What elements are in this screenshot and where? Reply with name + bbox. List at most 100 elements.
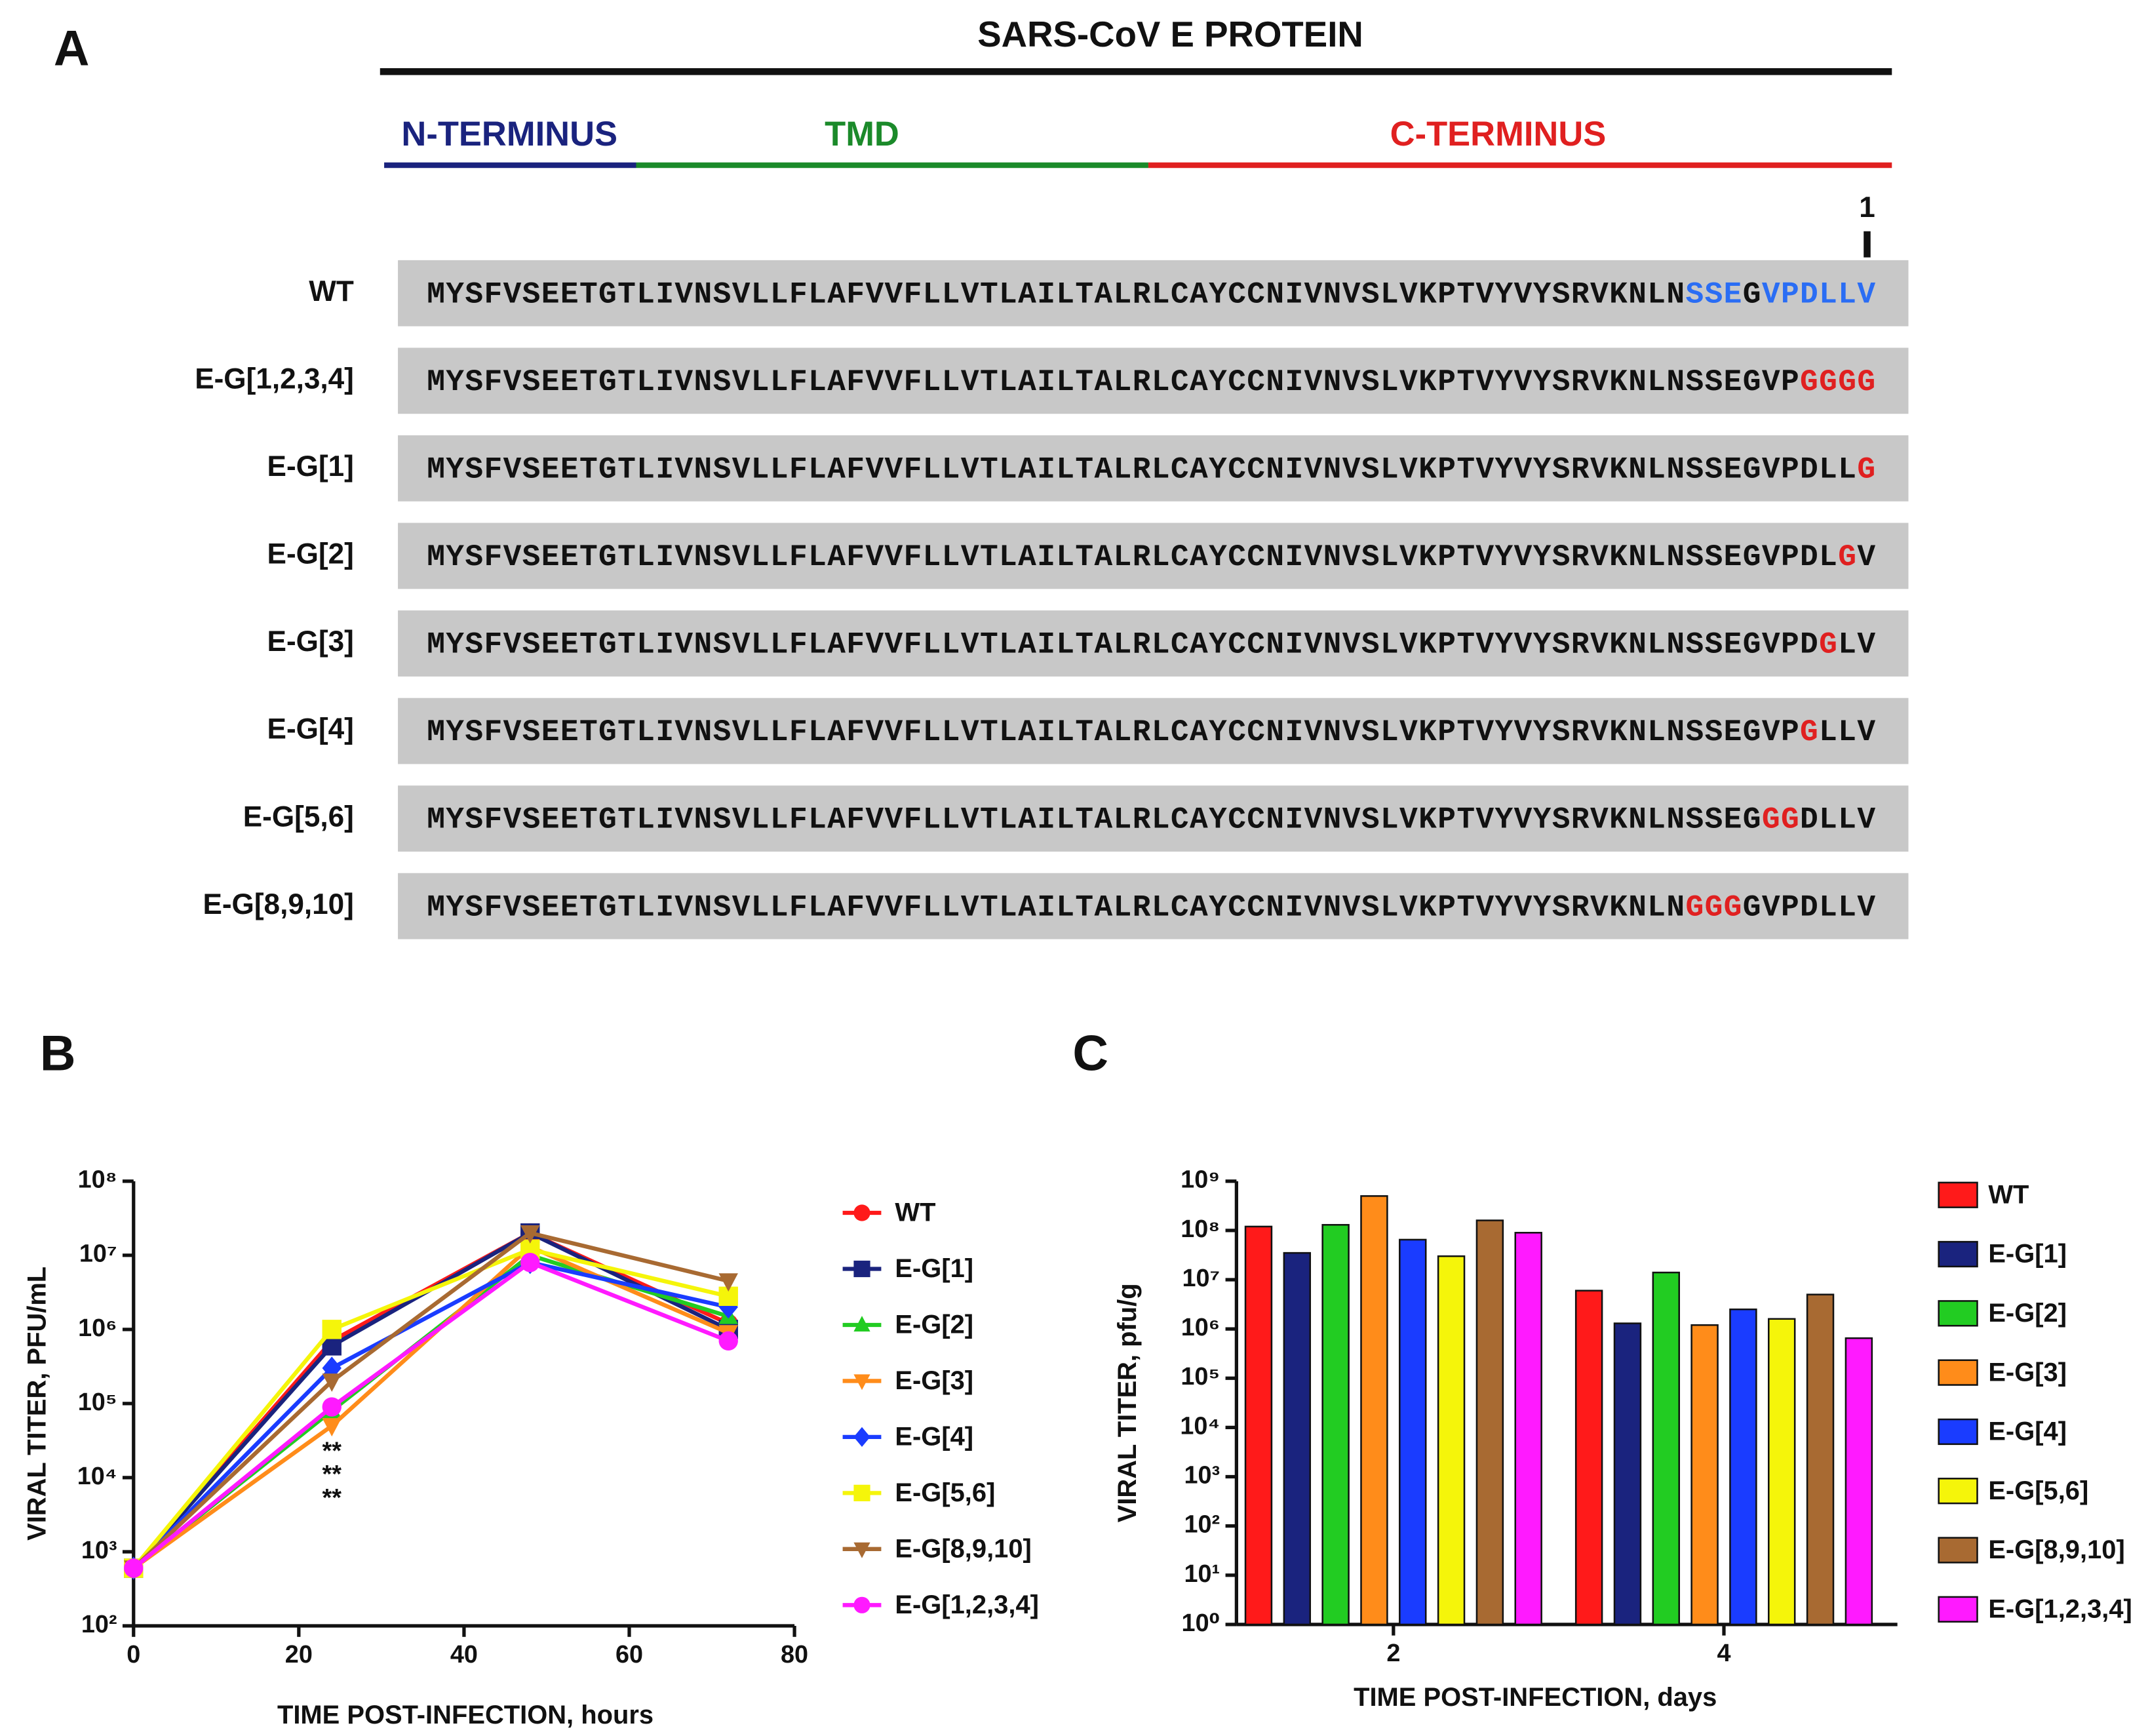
sequence-segment: SSE: [1685, 278, 1742, 312]
legend-label: E-G[1,2,3,4]: [1988, 1594, 2132, 1623]
legend-swatch: [1938, 1537, 1978, 1564]
y-tick-label: 10⁷: [1182, 1265, 1220, 1292]
panel-label: B: [40, 1027, 76, 1082]
sequence-segment: GG: [1762, 803, 1799, 837]
legend-label: E-G[3]: [895, 1366, 973, 1395]
panel-label: C: [1072, 1027, 1108, 1082]
legend-label: E-G[4]: [895, 1423, 973, 1451]
legend-swatch: [1938, 1418, 1978, 1446]
sequence-segment: GGGG: [1800, 365, 1875, 399]
panel-title: SARS-CoV E PROTEIN: [977, 14, 1363, 54]
domain-label: N-TERMINUS: [401, 115, 617, 153]
legend-swatch: [1938, 1596, 1978, 1623]
series-line: [132, 1244, 730, 1570]
y-tick-label: 10⁸: [1181, 1215, 1220, 1243]
x-tick-label: 0: [127, 1641, 140, 1668]
sequence: MYSFVSEETGTLIVNSVLLFLAFVVFLLVTLAILTALRLC…: [427, 803, 1875, 837]
marker: [853, 1374, 870, 1391]
bar: [1574, 1290, 1603, 1626]
marker: [322, 1373, 342, 1392]
x-tick-label: 60: [615, 1641, 643, 1668]
bar: [1652, 1271, 1680, 1626]
y-tick-label: 10⁷: [79, 1240, 117, 1268]
legend-swatch: [1938, 1300, 1978, 1327]
sequence-box: [398, 873, 1909, 939]
legend-swatch: [1938, 1181, 1978, 1208]
row-label: E-G[8,9,10]: [203, 888, 353, 920]
sequence-segment: G: [1800, 715, 1818, 749]
legend-swatch: [1938, 1240, 1978, 1268]
marker: [520, 1225, 540, 1244]
marker: [853, 1484, 870, 1501]
sequence-segment: DLLV: [1800, 803, 1875, 837]
marker: [322, 1418, 342, 1437]
series-line: [132, 1260, 729, 1570]
annotation: **: [322, 1484, 342, 1512]
marker: [853, 1316, 870, 1332]
sequence-segment: MYSFVSEETGTLIVNSVLLFLAFVVFLLVTLAILTALRLC…: [427, 890, 1685, 924]
legend-label: E-G[3]: [1988, 1358, 2067, 1387]
domain-label: C-TERMINUS: [1390, 115, 1607, 153]
marker: [718, 1273, 738, 1292]
series-line: [132, 1231, 729, 1570]
annotation: **: [322, 1437, 342, 1465]
bar: [1283, 1252, 1312, 1626]
legend-label: E-G[4]: [1988, 1417, 2067, 1446]
marker: [520, 1253, 540, 1272]
y-tick-label: 10⁴: [77, 1463, 117, 1490]
bar: [1845, 1337, 1873, 1626]
legend-label: E-G[5,6]: [895, 1478, 995, 1507]
marker: [853, 1596, 870, 1613]
x-tick-label: 40: [450, 1641, 478, 1668]
series-line: [132, 1260, 730, 1570]
row-label: E-G[4]: [267, 713, 354, 745]
legend-label: E-G[2]: [1988, 1299, 2067, 1328]
bar: [1321, 1224, 1350, 1626]
sequence: MYSFVSEETGTLIVNSVLLFLAFVVFLLVTLAILTALRLC…: [427, 453, 1875, 487]
sequence-box: [398, 610, 1909, 677]
y-tick-label: 10⁶: [78, 1314, 117, 1342]
sequence-segment: GVPDLLV: [1743, 890, 1876, 924]
y-tick-label: 10⁹: [1181, 1166, 1220, 1194]
y-tick-label: 10²: [81, 1611, 117, 1638]
legend-label: E-G[1]: [1988, 1240, 2067, 1269]
legend-label: E-G[1]: [895, 1254, 973, 1283]
row-label: E-G[2]: [267, 538, 354, 570]
sequence-box: [398, 435, 1909, 502]
marker: [853, 1204, 870, 1221]
annotation: **: [322, 1461, 342, 1488]
y-tick-label: 10³: [81, 1537, 117, 1564]
series-line: [132, 1247, 729, 1570]
sequence-box: [398, 785, 1909, 852]
sequence-box: [398, 347, 1909, 414]
sequence-segment: MYSFVSEETGTLIVNSVLLFLAFVVFLLVTLAILTALRLC…: [427, 628, 1818, 662]
legend-label: WT: [1988, 1180, 2029, 1209]
row-label: WT: [309, 275, 354, 307]
marker: [718, 1331, 738, 1351]
sequence: MYSFVSEETGTLIVNSVLLFLAFVVFLLVTLAILTALRLC…: [427, 540, 1875, 574]
bar: [1613, 1322, 1642, 1626]
bar: [1806, 1293, 1835, 1626]
sequence-segment: LV: [1838, 628, 1875, 662]
x-tick-label: 2: [1386, 1640, 1400, 1667]
sequence-segment: G: [1819, 628, 1837, 662]
sequence-segment: LLV: [1819, 715, 1875, 749]
sequence-box: [398, 260, 1909, 326]
sequence: MYSFVSEETGTLIVNSVLLFLAFVVFLLVTLAILTALRLC…: [427, 278, 1875, 312]
x-axis-label: TIME POST-INFECTION, days: [1354, 1683, 1717, 1712]
sequence-box: [398, 523, 1909, 589]
y-tick-label: 10³: [1184, 1462, 1220, 1489]
sequence-segment: G: [1857, 453, 1875, 487]
sequence-segment: G: [1838, 540, 1856, 574]
bar: [1399, 1238, 1427, 1626]
sequence-segment: VPDLLV: [1762, 278, 1875, 312]
sequence: MYSFVSEETGTLIVNSVLLFLAFVVFLLVTLAILTALRLC…: [427, 365, 1875, 399]
legend-label: E-G[5,6]: [1988, 1476, 2088, 1505]
y-axis-label: VIRAL TITER, pfu/g: [1113, 1283, 1142, 1522]
bar: [1690, 1324, 1719, 1626]
bar: [1768, 1318, 1796, 1626]
bar: [1437, 1255, 1466, 1626]
sequence: MYSFVSEETGTLIVNSVLLFLAFVVFLLVTLAILTALRLC…: [427, 890, 1875, 924]
marker: [853, 1427, 870, 1448]
